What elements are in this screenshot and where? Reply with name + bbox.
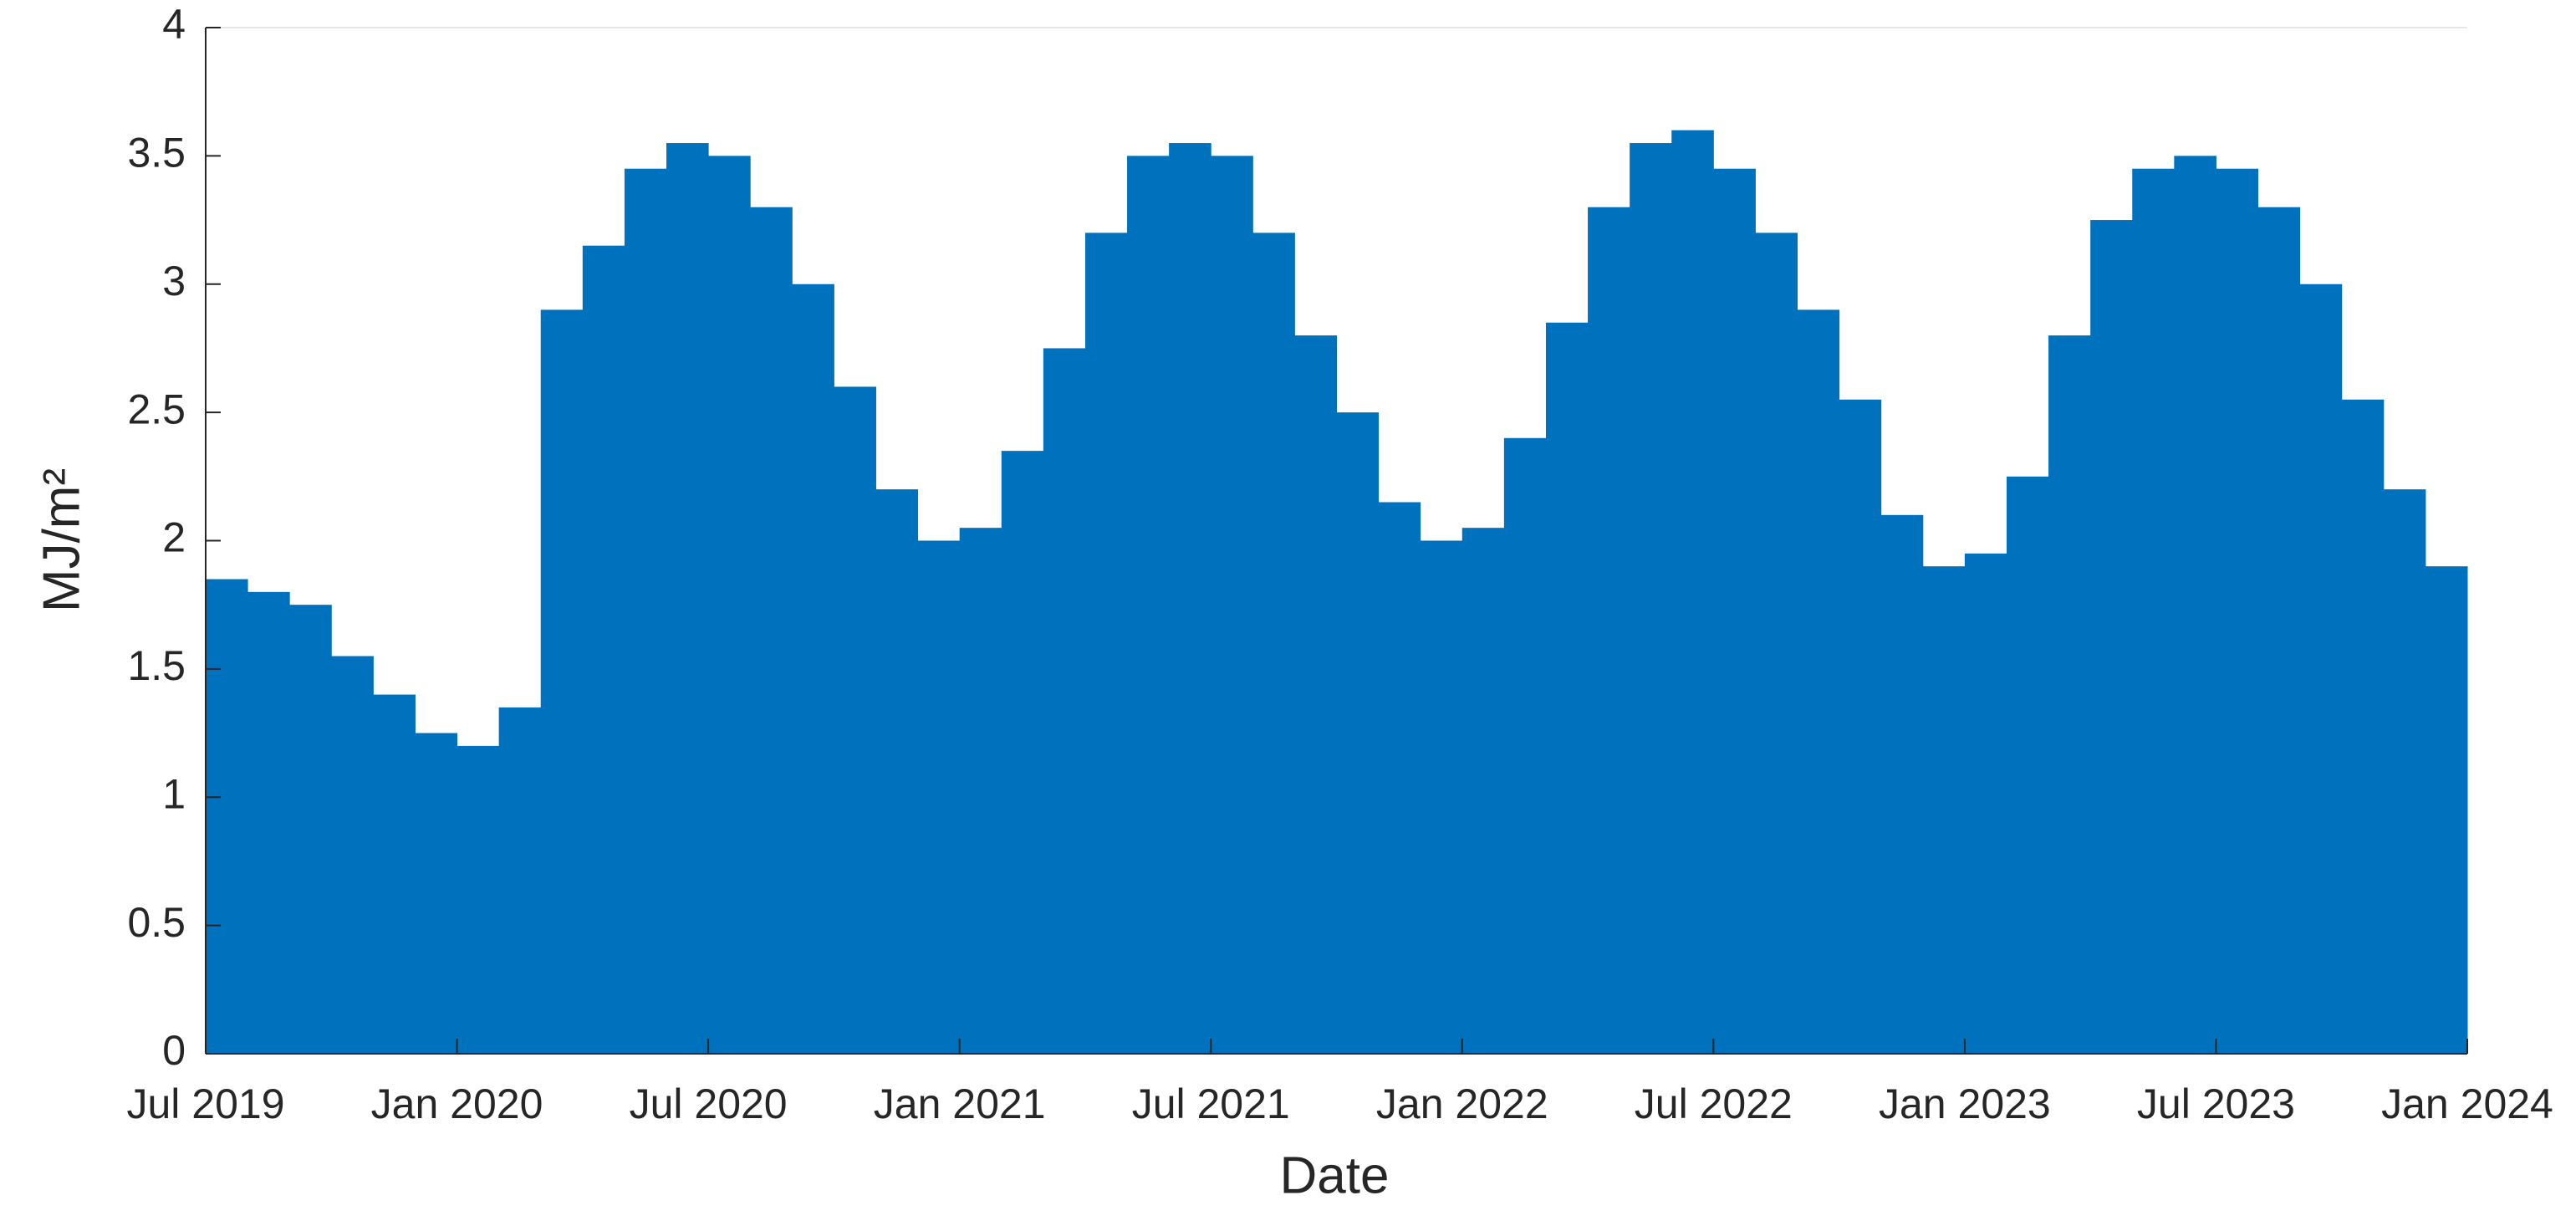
bar xyxy=(666,143,709,1055)
y-tick-label: 0.5 xyxy=(127,899,186,946)
bar xyxy=(1964,553,2007,1054)
bar xyxy=(1378,502,1421,1054)
bar xyxy=(1084,232,1128,1054)
x-tick-label: Jan 2020 xyxy=(371,1080,543,1127)
bar xyxy=(1630,143,1672,1055)
bar xyxy=(582,245,625,1054)
bar xyxy=(1880,514,1924,1054)
bar xyxy=(2425,566,2468,1054)
x-axis-label: Date xyxy=(1280,1147,1390,1204)
bar xyxy=(2090,220,2133,1054)
bar xyxy=(1127,156,1170,1054)
bar xyxy=(2006,476,2049,1054)
x-tick-label: Jul 2020 xyxy=(630,1080,788,1127)
y-tick-label: 3 xyxy=(162,258,186,304)
bar xyxy=(540,309,584,1054)
bar xyxy=(834,386,876,1054)
x-tick-label: Jan 2024 xyxy=(2381,1080,2553,1127)
bar xyxy=(331,656,374,1054)
y-tick-label: 1 xyxy=(162,770,186,817)
bar xyxy=(2048,335,2091,1055)
bar xyxy=(415,733,458,1054)
bar xyxy=(1503,437,1547,1054)
bar xyxy=(2132,168,2175,1054)
bar xyxy=(2216,168,2259,1054)
bar xyxy=(624,168,667,1054)
bar xyxy=(2299,284,2343,1054)
bar xyxy=(1336,412,1380,1054)
bar xyxy=(498,707,542,1054)
bar xyxy=(1671,130,1714,1055)
bar xyxy=(1922,566,1966,1054)
bar xyxy=(1461,528,1505,1054)
bar xyxy=(2383,489,2426,1054)
bar xyxy=(1420,540,1463,1054)
x-tick-label: Jul 2023 xyxy=(2137,1080,2295,1127)
y-tick-label: 0 xyxy=(162,1027,186,1074)
bar xyxy=(917,540,961,1054)
y-tick-label: 2 xyxy=(162,514,186,561)
bar xyxy=(457,745,500,1054)
bar xyxy=(1001,451,1044,1054)
bar xyxy=(1294,335,1337,1055)
bar xyxy=(1169,143,1211,1055)
bar xyxy=(1545,322,1589,1054)
bar xyxy=(1211,156,1253,1054)
y-tick-label: 4 xyxy=(162,1,186,48)
x-tick-label: Jan 2022 xyxy=(1376,1080,1548,1127)
bar xyxy=(1588,207,1630,1055)
y-axis-label: MJ/m² xyxy=(33,468,90,612)
y-tick-label: 3.5 xyxy=(127,130,186,176)
bar xyxy=(1713,168,1756,1054)
bar xyxy=(875,489,919,1054)
x-tick-label: Jan 2023 xyxy=(1879,1080,2051,1127)
bar xyxy=(2257,207,2301,1055)
bar xyxy=(289,605,332,1054)
bar xyxy=(247,591,290,1054)
bar xyxy=(2174,156,2216,1054)
bar xyxy=(1755,232,1798,1054)
x-tick-label: Jul 2021 xyxy=(1132,1080,1290,1127)
bar xyxy=(206,579,248,1054)
x-tick-label: Jul 2019 xyxy=(126,1080,284,1127)
bar xyxy=(1839,399,1882,1055)
bar xyxy=(2341,399,2385,1055)
bar xyxy=(750,207,793,1055)
bar xyxy=(959,528,1002,1054)
bar xyxy=(1043,348,1086,1054)
bar xyxy=(792,284,834,1054)
y-tick-label: 1.5 xyxy=(127,642,186,689)
x-tick-label: Jan 2021 xyxy=(874,1080,1046,1127)
bar xyxy=(1797,309,1840,1054)
bar xyxy=(708,156,751,1054)
bar xyxy=(1252,232,1295,1054)
bar xyxy=(373,694,416,1054)
y-tick-label: 2.5 xyxy=(127,386,186,432)
x-tick-label: Jul 2022 xyxy=(1635,1080,1793,1127)
